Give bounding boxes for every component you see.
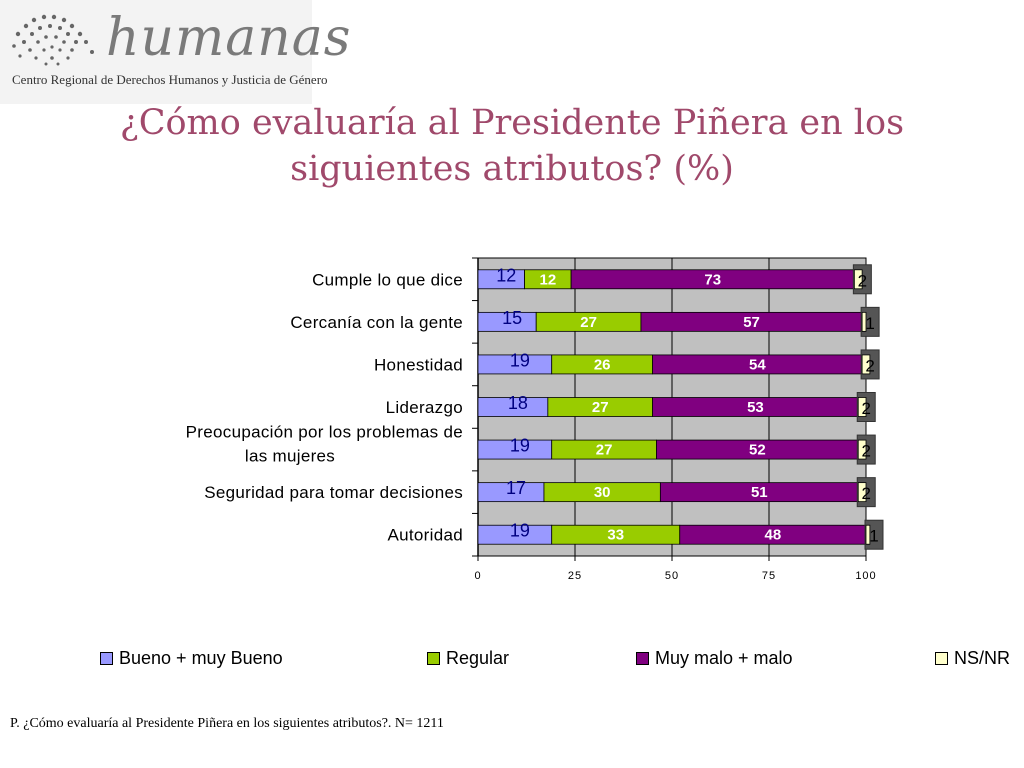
data-label: 2 [862,399,871,418]
data-label: 18 [508,393,528,413]
data-label: 26 [594,356,611,373]
data-label: 51 [751,484,768,501]
bar-segment [861,354,871,375]
legend-item: NS/NR [935,648,1010,669]
legend-swatch [636,652,649,665]
x-tick-label: 50 [665,570,679,582]
category-label: Honestidad [374,355,463,374]
data-label: 15 [502,308,522,328]
category-label: Seguridad para tomar decisiones [204,483,463,502]
legend-label: Regular [446,648,510,668]
legend-label: Bueno + muy Bueno [119,648,283,668]
data-label: 52 [749,442,766,459]
legend-label: Muy malo + malo [655,648,793,668]
data-label: 12 [496,265,516,285]
legend-item: Muy malo + malo [636,648,793,669]
logo: humanas Centro Regional de Derechos Huma… [0,0,350,104]
data-label: 12 [539,271,556,288]
data-label: 17 [506,478,526,498]
x-tick-label: 0 [474,570,481,582]
data-label: 2 [858,271,867,290]
category-label: las mujeres [245,447,335,466]
bar-segment [853,269,863,290]
category-label: Autoridad [388,526,463,545]
bar-segment [857,397,867,417]
category-label: Liderazgo [386,398,463,417]
logo-wordmark: humanas [106,8,352,68]
data-label: 73 [704,271,721,288]
legend-label: NS/NR [954,648,1011,668]
data-label: 27 [592,399,609,416]
legend-swatch [935,652,948,665]
data-label: 19 [510,521,530,541]
data-label: 27 [580,314,597,331]
logo-mark-icon [12,14,94,66]
legend-swatch [427,652,440,665]
x-tick-label: 75 [762,570,776,582]
data-label: 33 [607,527,624,544]
legend-swatch [100,652,113,665]
category-label: Cumple lo que dice [312,270,463,289]
data-label: 53 [747,399,764,416]
bar-segment [865,524,871,545]
data-label: 48 [765,527,782,544]
data-label: 19 [510,436,530,456]
bar-segment [861,311,867,332]
page-title: ¿Cómo evaluaría al Presidente Piñera en … [119,103,905,189]
legend-item: Regular [427,648,509,669]
data-label: 1 [865,314,874,333]
bar-segment [857,439,867,460]
data-label: 54 [749,356,766,373]
data-label: 57 [743,314,760,331]
category-label: Preocupación por los problemas de [186,423,463,442]
footnote: P. ¿Cómo evaluaría al Presidente Piñera … [10,716,444,731]
category-label: Cercanía con la gente [290,313,463,332]
legend-item: Bueno + muy Bueno [100,648,283,669]
bar-segment [857,482,867,503]
data-label: 30 [594,484,611,501]
data-label: 2 [862,484,871,503]
data-label: 2 [865,356,874,375]
data-label: 19 [510,350,530,370]
data-label: 1 [869,527,878,546]
data-label: 2 [862,442,871,461]
data-label: 27 [596,442,613,459]
x-tick-label: 25 [568,570,582,582]
x-tick-label: 100 [855,570,876,582]
logo-subtitle: Centro Regional de Derechos Humanos y Ju… [12,72,328,87]
